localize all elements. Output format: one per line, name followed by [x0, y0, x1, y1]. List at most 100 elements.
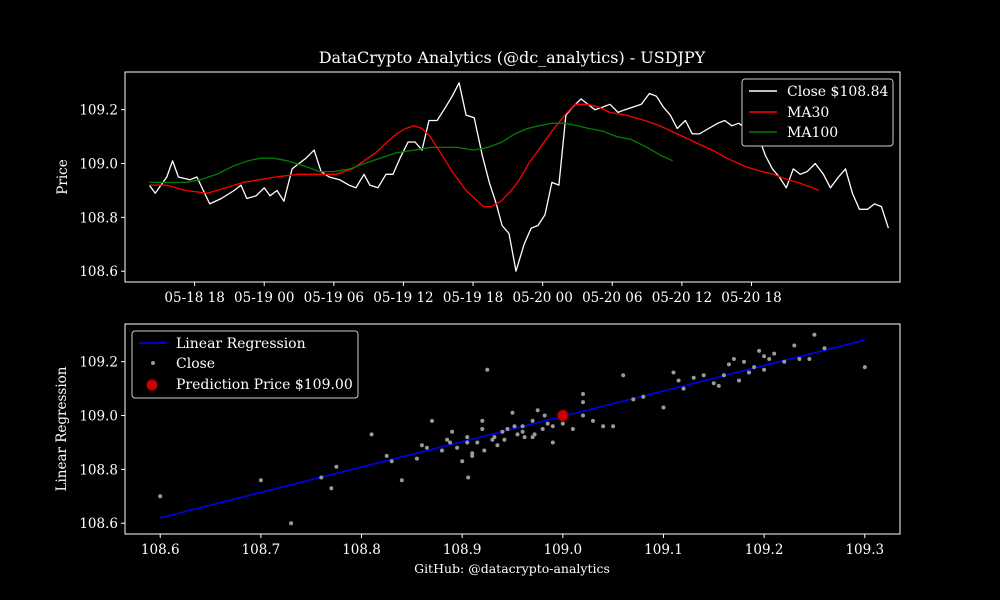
scatter-point — [535, 408, 540, 413]
scatter-point — [522, 435, 527, 440]
chart-title: DataCrypto Analytics (@dc_analytics) - U… — [319, 48, 706, 67]
scatter-point — [450, 429, 455, 434]
price-y-ticks: 108.6 108.8 109.0 109.2 — [79, 103, 125, 280]
y-tick-label: 109.0 — [79, 409, 118, 425]
scatter-point — [807, 357, 812, 361]
scatter-point — [550, 424, 555, 429]
scatter-point — [581, 413, 585, 418]
scatter-point — [520, 429, 525, 434]
scatter-point — [742, 359, 746, 364]
scatter-point — [399, 478, 404, 483]
scatter-point — [414, 456, 419, 461]
regression-line — [160, 339, 865, 519]
scatter-point — [737, 378, 741, 383]
scatter-point — [492, 435, 497, 440]
scatter-point — [631, 397, 636, 402]
legend-ma100-label: MA100 — [787, 125, 838, 141]
legend-scatter-label: Close — [176, 356, 215, 372]
prediction-point — [556, 409, 569, 422]
scatter-point — [591, 418, 595, 423]
scatter-point — [515, 432, 520, 437]
scatter-point — [480, 427, 485, 431]
legend-prediction-label: Prediction Price $109.00 — [176, 377, 353, 393]
x-tick-label: 109.0 — [543, 542, 582, 558]
scatter-point — [480, 418, 485, 423]
scatter-point — [430, 418, 434, 423]
scatter-point — [701, 373, 706, 378]
scatter-point — [711, 381, 716, 386]
y-tick-label: 108.6 — [79, 264, 118, 280]
y-tick-label: 109.2 — [79, 103, 118, 119]
scatter-point — [369, 432, 374, 437]
scatter-point — [465, 435, 470, 440]
scatter-point — [455, 445, 460, 450]
scatter-point — [757, 348, 762, 353]
regression-axes-frame — [124, 323, 901, 535]
price-x-ticks: 05-18 18 05-19 00 05-19 06 05-19 12 05-19 18… — [164, 282, 782, 306]
scatter-point — [485, 367, 490, 372]
scatter-point — [465, 440, 470, 445]
scatter-point — [747, 370, 751, 375]
scatter-point — [424, 445, 429, 450]
regression-y-axis-label: Linear Regression — [54, 366, 70, 491]
y-tick-label: 109.0 — [79, 157, 118, 173]
scatter-point — [466, 475, 471, 480]
x-tick-label: 05-19 12 — [373, 290, 433, 306]
regression-legend-box — [131, 330, 359, 399]
scatter-point — [289, 521, 294, 526]
scatter-point — [445, 437, 450, 442]
legend-close-marker — [151, 361, 155, 365]
y-tick-label: 108.8 — [79, 462, 118, 478]
price-series-group — [148, 82, 890, 272]
legend-close-label: Close $108.84 — [787, 84, 889, 100]
scatter-point — [495, 443, 500, 448]
x-tick-label: 05-19 06 — [304, 290, 364, 306]
scatter-point — [550, 440, 555, 445]
series-line-close-108-84 — [148, 82, 890, 272]
regression-legend: Linear Regression Close Prediction Price… — [131, 330, 359, 399]
x-tick-label: 108.6 — [141, 542, 180, 558]
scatter-point — [601, 424, 606, 429]
regression-series-group — [158, 332, 867, 526]
scatter-point — [822, 346, 827, 351]
scatter-point — [258, 478, 263, 483]
x-tick-label: 05-19 00 — [234, 290, 294, 306]
scatter-point — [767, 357, 772, 361]
scatter-point — [671, 370, 676, 375]
scatter-point — [792, 343, 797, 348]
price-legend: Close $108.84 MA30 MA100 — [741, 78, 894, 147]
scatter-point — [460, 459, 465, 464]
scatter-point — [570, 427, 575, 431]
scatter-point — [581, 400, 585, 405]
scatter-point — [329, 486, 334, 491]
x-tick-label: 109.3 — [845, 542, 884, 558]
x-tick-label: 05-20 18 — [721, 290, 781, 306]
scatter-point — [510, 410, 515, 415]
scatter-point — [334, 464, 339, 469]
scatter-point — [681, 386, 686, 391]
regression-y-ticks: 108.6 108.8 109.0 109.2 — [79, 355, 125, 532]
legend-ma30-label: MA30 — [787, 105, 829, 121]
scatter-point — [319, 475, 324, 480]
scatter-point — [752, 365, 757, 370]
scatter-point — [440, 448, 444, 453]
scatter-point — [762, 354, 767, 359]
scatter-point — [812, 332, 817, 337]
scatter-point — [389, 459, 394, 464]
x-tick-label: 05-19 18 — [443, 290, 503, 306]
scatter-point — [520, 424, 525, 429]
scatter-point — [782, 359, 787, 364]
scatter-point — [661, 405, 666, 410]
scatter-point — [540, 427, 545, 431]
scatter-point — [505, 427, 510, 431]
scatter-point — [384, 453, 389, 458]
scatter-point — [716, 383, 721, 388]
scatter-point — [545, 421, 550, 426]
scatter-point — [500, 429, 505, 434]
scatter-point — [482, 448, 487, 453]
x-tick-label: 108.7 — [242, 542, 281, 558]
legend-prediction-marker — [146, 379, 158, 391]
x-tick-label: 05-20 00 — [512, 290, 572, 306]
